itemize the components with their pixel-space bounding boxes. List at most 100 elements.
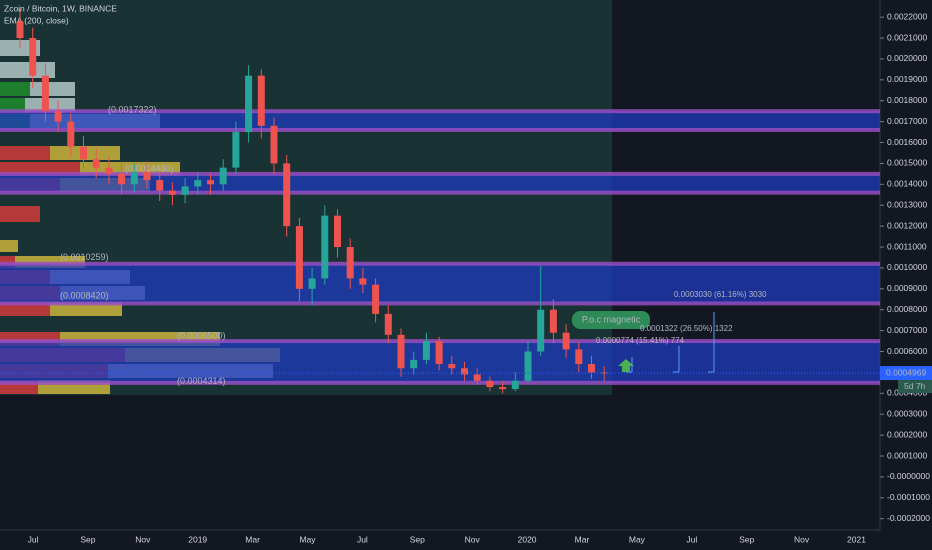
y-tick-label: 0.0012000 — [887, 220, 927, 230]
measure-label: 0.0000774 (15.41%) 774 — [596, 336, 685, 345]
candle-body — [397, 334, 405, 369]
profile-bar — [30, 82, 75, 96]
y-tick-label: 0.0021000 — [887, 32, 927, 42]
y-tick-label: 0.0002000 — [887, 429, 927, 439]
shaded-range — [0, 0, 612, 395]
zone-edge — [0, 261, 880, 266]
x-tick-label: 2019 — [188, 534, 207, 544]
y-tick-label: 0.0008000 — [887, 304, 927, 314]
level-label: (0.0017322) — [108, 104, 157, 114]
level-label: (0.0006500) — [177, 330, 226, 340]
y-tick-label: 0.0014000 — [887, 179, 927, 189]
last-price-badge — [880, 366, 932, 381]
y-tick-label: 0.0015000 — [887, 158, 927, 168]
price-zone — [0, 111, 880, 130]
candle-body — [524, 351, 532, 381]
candle-body — [537, 309, 545, 352]
candle-body — [511, 380, 519, 390]
callout-bubble — [572, 311, 650, 329]
candle-body — [410, 359, 418, 369]
y-tick-label: 0.0009000 — [887, 283, 927, 293]
price-zone — [0, 263, 880, 304]
candle-body — [346, 247, 354, 279]
y-tick-label: 0.0010000 — [887, 262, 927, 272]
profile-bar — [0, 98, 25, 112]
candle-body — [422, 341, 430, 360]
candle-body — [562, 332, 570, 350]
countdown-badge — [898, 380, 932, 394]
candle-body — [194, 180, 202, 187]
y-tick-label: 0.0011000 — [887, 241, 927, 251]
x-tick-label: Jul — [686, 534, 697, 544]
zone-edge — [0, 301, 880, 306]
candle-body — [321, 215, 329, 279]
indicator-label: EMA (200, close) — [4, 15, 69, 25]
candle-body — [461, 368, 468, 375]
candle-body — [54, 111, 62, 122]
profile-bar — [0, 62, 55, 78]
candle-body — [156, 180, 164, 191]
candle-body — [575, 349, 583, 365]
candle-body — [29, 38, 37, 76]
profile-bar — [0, 82, 30, 96]
candle-body — [499, 387, 507, 390]
profile-bar — [0, 302, 50, 316]
candle-body — [359, 278, 367, 285]
candle-body — [92, 159, 100, 168]
candle-body — [295, 226, 303, 289]
candle-body — [257, 75, 265, 126]
x-tick-label: Nov — [465, 534, 481, 544]
profile-bar — [0, 206, 40, 222]
candle-body — [41, 75, 49, 112]
zone-edge — [0, 190, 880, 195]
candle-body — [80, 146, 87, 160]
profile-bar — [50, 302, 122, 316]
y-tick-label: -0.0001000 — [887, 492, 930, 502]
zone-edge — [0, 109, 880, 114]
profile-bar — [0, 146, 50, 160]
price-axis — [880, 0, 932, 550]
x-tick-label: 2020 — [518, 534, 537, 544]
level-label: (0.0014480) — [125, 164, 174, 174]
x-tick-label: Sep — [410, 534, 425, 544]
candle-body — [245, 75, 253, 133]
measure-label: 0.0003030 (61.16%) 3030 — [674, 290, 767, 299]
y-tick-label: 0.0022000 — [887, 11, 927, 21]
level-label: (0.0004314) — [177, 376, 226, 386]
candle-body — [600, 372, 608, 374]
x-tick-label: Nov — [794, 534, 810, 544]
y-tick-label: 0.0017000 — [887, 116, 927, 126]
zone-edge — [0, 380, 880, 385]
candle-body — [334, 215, 341, 248]
y-tick-label: 0.0019000 — [887, 74, 927, 84]
zone-edge — [0, 171, 880, 176]
y-tick-label: -0.0002000 — [887, 513, 930, 523]
candle-body — [232, 132, 240, 168]
y-tick-label: 0.0018000 — [887, 95, 927, 105]
y-tick-label: -0.0000000 — [887, 471, 930, 481]
x-tick-label: 2021 — [847, 534, 866, 544]
x-tick-label: Sep — [739, 534, 754, 544]
y-tick-label: 0.0003000 — [887, 408, 927, 418]
candle-body — [219, 167, 227, 185]
x-tick-label: May — [299, 534, 316, 544]
candle-body — [143, 171, 151, 181]
x-tick-label: Mar — [575, 534, 590, 544]
candle-body — [130, 171, 138, 185]
candle-body — [118, 173, 126, 185]
profile-bar — [0, 240, 18, 252]
callout-text: P.o.c magnetic — [582, 314, 641, 324]
x-tick-label: Mar — [245, 534, 260, 544]
y-tick-label: 0.0001000 — [887, 450, 927, 460]
candle-body — [105, 167, 113, 174]
candle-body — [308, 278, 316, 289]
symbol-title: Zcoin / Bitcoin, 1W, BINANCE — [4, 3, 117, 13]
candle-body — [448, 364, 456, 369]
profile-bar — [25, 98, 75, 112]
candle-body — [181, 186, 189, 195]
candle-body — [588, 364, 595, 373]
y-tick-label: 0.0016000 — [887, 137, 927, 147]
y-tick-label: 0.0013000 — [887, 199, 927, 209]
candle-body — [270, 125, 278, 164]
